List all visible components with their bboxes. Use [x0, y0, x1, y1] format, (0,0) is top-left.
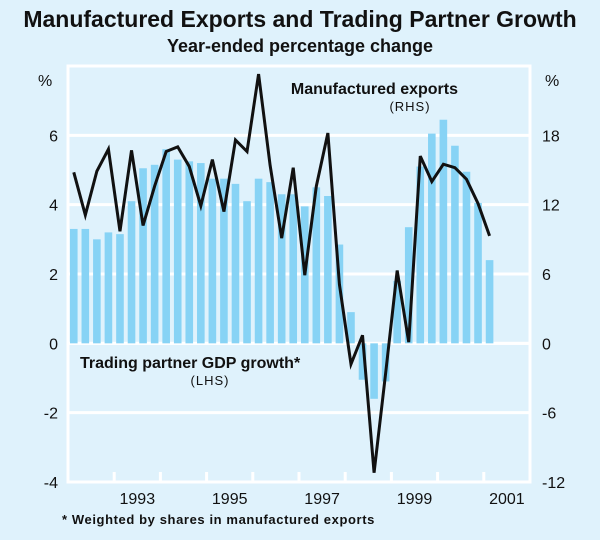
bar — [347, 312, 355, 344]
left-tick-label: -4 — [44, 475, 58, 492]
line-series-axis-label: (RHS) — [389, 99, 430, 114]
left-tick-label: 6 — [49, 128, 58, 145]
bar — [428, 133, 436, 344]
x-tick-label: 1997 — [304, 491, 340, 508]
left-tick-label: -2 — [44, 406, 58, 423]
bar — [266, 182, 274, 344]
bar — [393, 280, 401, 344]
bar-series-axis-label: (LHS) — [191, 373, 230, 388]
right-tick-label: -6 — [542, 406, 556, 423]
line-series — [72, 73, 491, 473]
bar — [474, 202, 482, 344]
bar — [69, 228, 78, 344]
bar — [173, 159, 182, 344]
right-tick-label: 6 — [542, 267, 551, 284]
chart-subtitle: Year-ended percentage change — [166, 36, 434, 56]
bar — [93, 239, 101, 344]
bar — [197, 163, 205, 344]
bar — [370, 343, 378, 399]
bar — [416, 166, 425, 344]
right-axis-unit: % — [545, 73, 559, 90]
bar — [231, 183, 240, 344]
x-tick-label: 1995 — [212, 491, 248, 508]
bar-series-label: Trading partner GDP growth* — [80, 355, 301, 372]
bar — [358, 343, 367, 380]
footnote: * Weighted by shares in manufactured exp… — [62, 512, 375, 527]
bar — [220, 178, 228, 344]
bar — [451, 145, 459, 344]
right-tick-label: -12 — [542, 475, 565, 492]
bar — [81, 228, 90, 344]
bar — [404, 227, 413, 344]
bar — [324, 196, 332, 344]
bar — [254, 178, 263, 344]
x-tick-label: 1993 — [120, 491, 156, 508]
x-tick-label: 2001 — [489, 491, 525, 508]
bar — [185, 161, 194, 344]
right-tick-label: 18 — [542, 128, 560, 145]
bar — [104, 232, 113, 344]
line-series-label: Manufactured exports — [291, 81, 458, 98]
left-tick-label: 0 — [49, 336, 58, 353]
bar — [139, 168, 147, 344]
bar — [485, 260, 494, 344]
chart-title: Manufactured Exports and Trading Partner… — [23, 6, 577, 32]
bar — [439, 119, 448, 344]
bar — [208, 178, 217, 344]
bar — [150, 164, 159, 344]
x-tick-label: 1999 — [397, 491, 433, 508]
bar — [127, 201, 136, 344]
bar — [312, 187, 321, 344]
bar — [162, 149, 170, 344]
left-axis-unit: % — [38, 73, 52, 90]
bar — [116, 234, 124, 344]
bar — [243, 201, 251, 344]
bar — [277, 194, 286, 344]
bar — [289, 194, 298, 344]
left-tick-label: 4 — [49, 198, 58, 215]
bar — [462, 171, 471, 344]
right-tick-label: 12 — [542, 198, 560, 215]
right-tick-label: 0 — [542, 336, 551, 353]
left-tick-label: 2 — [49, 267, 58, 284]
